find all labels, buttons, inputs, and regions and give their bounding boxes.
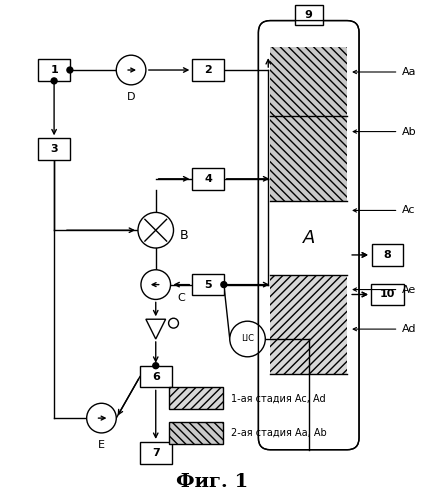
Circle shape [230, 321, 265, 357]
Text: D: D [127, 92, 135, 102]
Circle shape [116, 55, 146, 85]
Circle shape [141, 270, 170, 299]
Circle shape [153, 363, 159, 369]
Bar [192, 59, 224, 81]
Bar [270, 47, 347, 201]
Text: 4: 4 [204, 174, 212, 184]
Text: B: B [179, 229, 188, 242]
Bar [270, 275, 347, 374]
Circle shape [51, 78, 57, 84]
Text: 1-ая стадия Ac, Ad: 1-ая стадия Ac, Ad [231, 393, 325, 403]
Text: Aa: Aa [402, 67, 416, 77]
Text: A: A [303, 229, 315, 247]
Bar [140, 442, 172, 464]
Text: Ad: Ad [402, 324, 416, 334]
Text: E: E [98, 440, 105, 450]
Circle shape [67, 67, 73, 73]
Circle shape [86, 403, 116, 433]
Text: Ab: Ab [402, 127, 416, 137]
Bar [38, 138, 70, 160]
Text: 2: 2 [204, 65, 212, 75]
Text: 2-ая стадия Aa, Ab: 2-ая стадия Aa, Ab [231, 428, 326, 438]
Bar [169, 387, 223, 409]
Text: Ae: Ae [402, 284, 416, 294]
Polygon shape [146, 319, 166, 339]
Text: C: C [178, 292, 185, 302]
Text: Фиг. 1: Фиг. 1 [176, 474, 248, 492]
Text: 5: 5 [204, 279, 212, 289]
Bar [38, 59, 70, 81]
Text: 9: 9 [305, 9, 312, 19]
Circle shape [169, 318, 179, 328]
Text: 8: 8 [384, 250, 391, 260]
Circle shape [221, 281, 227, 287]
Bar [295, 5, 323, 24]
Circle shape [138, 213, 173, 248]
Text: 1: 1 [50, 65, 58, 75]
Text: 3: 3 [50, 144, 58, 154]
Bar [140, 366, 172, 387]
Bar [192, 168, 224, 190]
Text: 6: 6 [152, 372, 160, 382]
Bar [371, 283, 404, 305]
Bar [169, 422, 223, 444]
Text: 10: 10 [380, 289, 395, 299]
Text: 7: 7 [152, 448, 159, 458]
Text: LIC: LIC [241, 334, 254, 343]
Text: Ac: Ac [402, 206, 415, 216]
Bar [192, 274, 224, 295]
FancyBboxPatch shape [258, 20, 359, 450]
Bar [372, 244, 404, 266]
